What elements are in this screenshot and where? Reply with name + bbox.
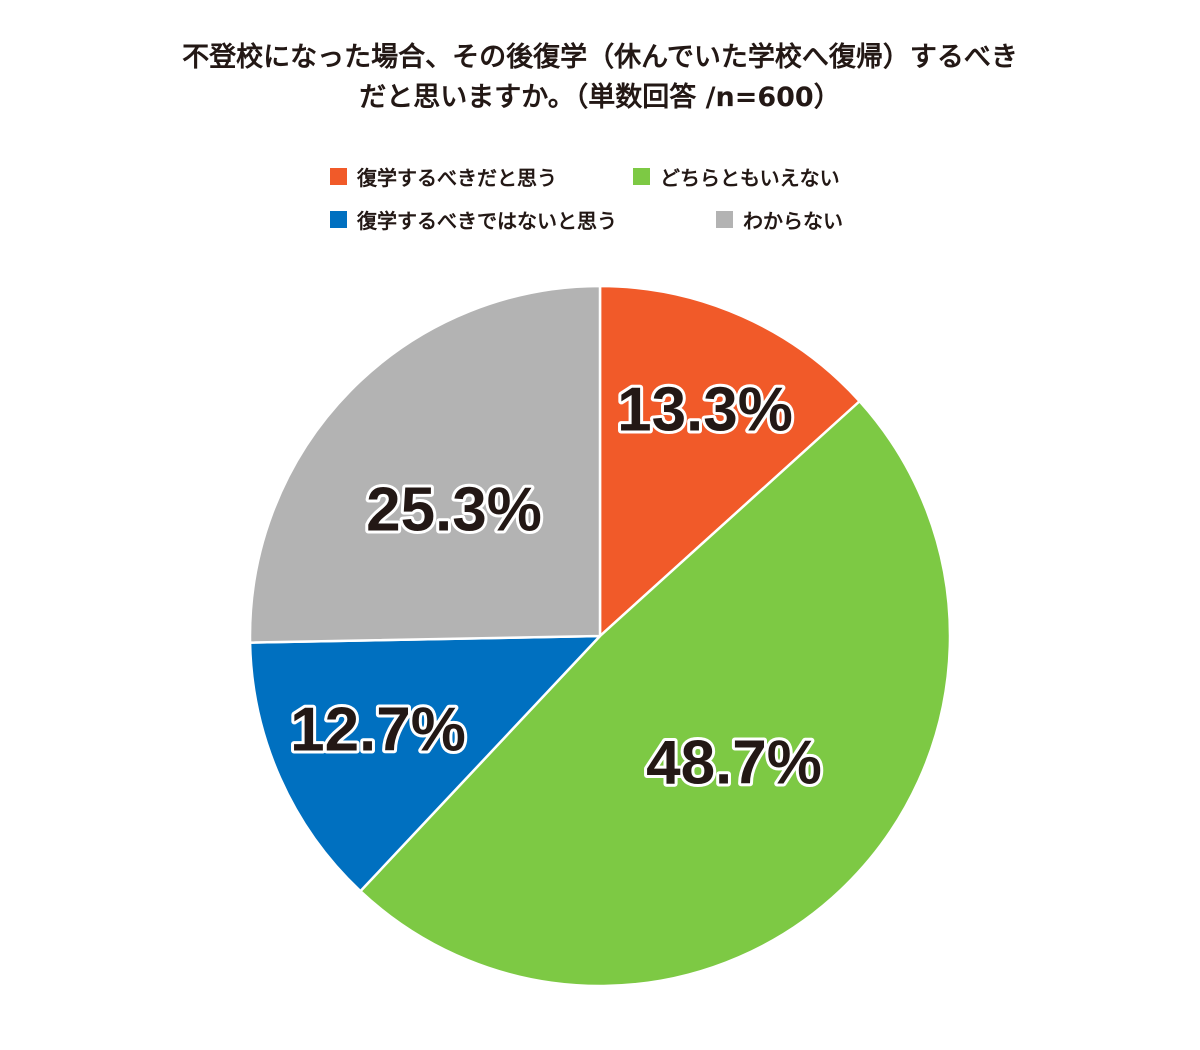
slice-value-label: 48.7%	[646, 729, 822, 798]
legend-label: わからない	[743, 208, 843, 233]
legend-item-dochiratomo: どちらともいえない	[633, 161, 840, 191]
chart-title-line-2: だと思いますか。（単数回答 /n=600）	[359, 82, 841, 113]
legend-swatch-blue	[330, 210, 347, 228]
slice-value-label: 25.3%	[366, 476, 542, 545]
legend-label: 復学するべきだと思う	[357, 165, 557, 190]
slice-value-label: 12.7%	[290, 696, 466, 765]
legend-swatch-green	[633, 167, 650, 185]
slice-dochiratomo	[359, 400, 952, 988]
legend-item-fukugaku-subekidehanai: 復学するべきではないと思う	[330, 204, 617, 234]
slice-wakaranai	[248, 284, 602, 644]
legend-label: どちらともいえない	[660, 165, 840, 190]
slice-fukugaku-subeki	[598, 284, 861, 638]
legend-label: 復学するべきではないと思う	[357, 208, 617, 233]
chart-title-line-1: 不登校になった場合、その後復学（休んでいた学校へ復帰）するべき	[182, 42, 1018, 73]
legend-swatch-gray	[716, 210, 733, 228]
legend-item-wakaranai: わからない	[716, 204, 843, 234]
legend-item-fukugaku-subeki: 復学するべきだと思う	[330, 161, 557, 191]
legend-swatch-orange	[330, 167, 347, 185]
slice-value-label: 13.3%	[617, 376, 793, 445]
slice-fukugaku-subekidehanai	[248, 634, 602, 893]
chart-title: 不登校になった場合、その後復学（休んでいた学校へ復帰）するべき だと思いますか。…	[0, 38, 1200, 118]
